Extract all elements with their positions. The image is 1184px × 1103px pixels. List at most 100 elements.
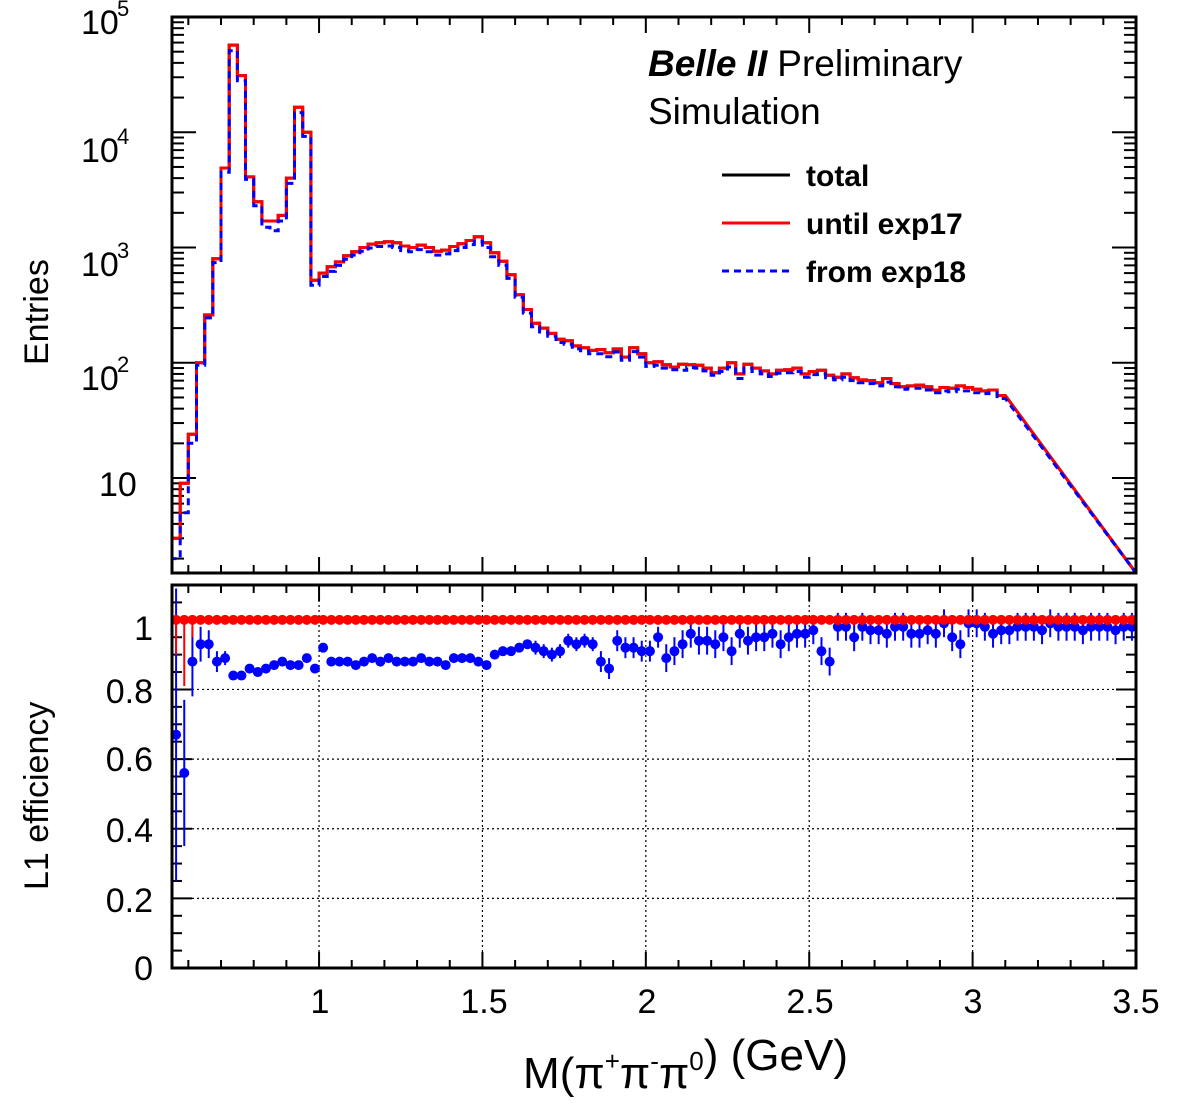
- eff-until-point: [808, 614, 819, 625]
- top-ytitle: Entries: [18, 259, 56, 365]
- eff-from-point: [742, 635, 753, 646]
- eff-from-point: [481, 660, 492, 671]
- eff-from-point: [661, 653, 672, 664]
- eff-until-point: [783, 614, 794, 625]
- eff-until-point: [579, 614, 590, 625]
- eff-until-point: [677, 614, 688, 625]
- eff-from-point: [179, 768, 190, 779]
- legend-label-total: total: [806, 160, 869, 193]
- eff-until-point: [881, 614, 892, 625]
- eff-from-point: [595, 656, 606, 667]
- banner-simulation: Simulation: [648, 91, 821, 132]
- eff-until-point: [530, 614, 541, 625]
- xtick-label: 2: [638, 983, 657, 1021]
- eff-until-point: [293, 614, 304, 625]
- eff-until-point: [906, 614, 917, 625]
- eff-from-point: [873, 625, 884, 636]
- eff-until-point: [963, 614, 974, 625]
- eff-from-point: [187, 656, 198, 667]
- eff-until-point: [685, 614, 696, 625]
- eff-from-point: [293, 660, 304, 671]
- eff-until-point: [220, 614, 231, 625]
- eff-until-point: [440, 614, 451, 625]
- eff-until-point: [473, 614, 484, 625]
- eff-from-point: [1053, 621, 1064, 632]
- eff-from-point: [383, 653, 394, 664]
- eff-from-point: [260, 663, 271, 674]
- eff-from-point: [759, 632, 770, 643]
- eff-from-point: [816, 646, 827, 657]
- eff-until-point: [367, 614, 378, 625]
- eff-until-point: [342, 614, 353, 625]
- eff-until-point: [1037, 614, 1048, 625]
- eff-until-point: [179, 614, 190, 625]
- eff-from-point: [334, 656, 345, 667]
- eff-from-point: [285, 660, 296, 671]
- eff-from-point: [277, 656, 288, 667]
- eff-from-point: [906, 628, 917, 639]
- eff-from-point: [408, 656, 418, 667]
- eff-from-point: [1004, 625, 1015, 636]
- eff-from-point: [342, 656, 353, 667]
- top-ytick-base: 10: [81, 132, 119, 170]
- eff-until-point: [318, 614, 329, 625]
- eff-until-point: [383, 614, 394, 625]
- eff-until-point: [571, 614, 582, 625]
- top-ytick-base: 10: [81, 4, 119, 42]
- eff-until-point: [988, 614, 999, 625]
- eff-until-point: [702, 614, 713, 625]
- eff-until-point: [1061, 614, 1072, 625]
- eff-from-point: [326, 656, 337, 667]
- eff-from-point: [497, 646, 508, 657]
- top-ytick-base: 10: [99, 466, 137, 504]
- eff-until-point: [693, 614, 704, 625]
- eff-until-point: [506, 614, 517, 625]
- eff-until-point: [661, 614, 672, 625]
- eff-until-point: [203, 614, 214, 625]
- eff-from-point: [416, 653, 427, 664]
- top-ytick-exp: 4: [117, 124, 129, 149]
- eff-until-point: [612, 614, 623, 625]
- eff-from-point: [1118, 621, 1129, 632]
- eff-until-point: [522, 614, 533, 625]
- eff-until-point: [742, 614, 753, 625]
- eff-until-point: [334, 614, 345, 625]
- bottom-ytick-label: 0.8: [106, 673, 153, 711]
- eff-until-point: [187, 614, 198, 625]
- eff-from-point: [375, 656, 386, 667]
- xtitle-post: ) (GeV): [704, 1031, 848, 1080]
- eff-from-point: [612, 635, 623, 646]
- eff-until-point: [759, 614, 770, 625]
- eff-from-point: [930, 628, 941, 639]
- eff-from-point: [489, 649, 500, 660]
- eff-until-point: [1110, 614, 1121, 625]
- eff-from-point: [252, 667, 263, 678]
- eff-until-point: [653, 614, 664, 625]
- eff-from-point: [669, 646, 680, 657]
- eff-from-point: [881, 628, 892, 639]
- eff-from-point: [1061, 621, 1072, 632]
- legend-label-from: from exp18: [806, 256, 966, 289]
- top-ytick-label: 10 3: [81, 238, 129, 284]
- efficiency-points: [171, 588, 1137, 881]
- eff-until-point: [644, 614, 655, 625]
- eff-from-point: [367, 653, 378, 664]
- eff-from-point: [693, 635, 704, 646]
- eff-from-point: [644, 646, 655, 657]
- eff-until-point: [840, 614, 851, 625]
- eff-until-point: [669, 614, 680, 625]
- eff-until-point: [775, 614, 786, 625]
- eff-from-point: [1028, 621, 1039, 632]
- eff-from-point: [318, 642, 329, 653]
- top-ytick-label: 10 2: [81, 352, 129, 398]
- eff-from-point: [996, 625, 1007, 636]
- eff-from-point: [587, 639, 598, 650]
- eff-until-point: [563, 614, 574, 625]
- eff-from-point: [604, 663, 615, 674]
- eff-from-point: [1110, 625, 1121, 636]
- eff-until-point: [481, 614, 492, 625]
- eff-from-point: [244, 663, 255, 674]
- eff-from-point: [734, 628, 745, 639]
- eff-from-point: [898, 621, 909, 632]
- eff-from-point: [236, 670, 247, 681]
